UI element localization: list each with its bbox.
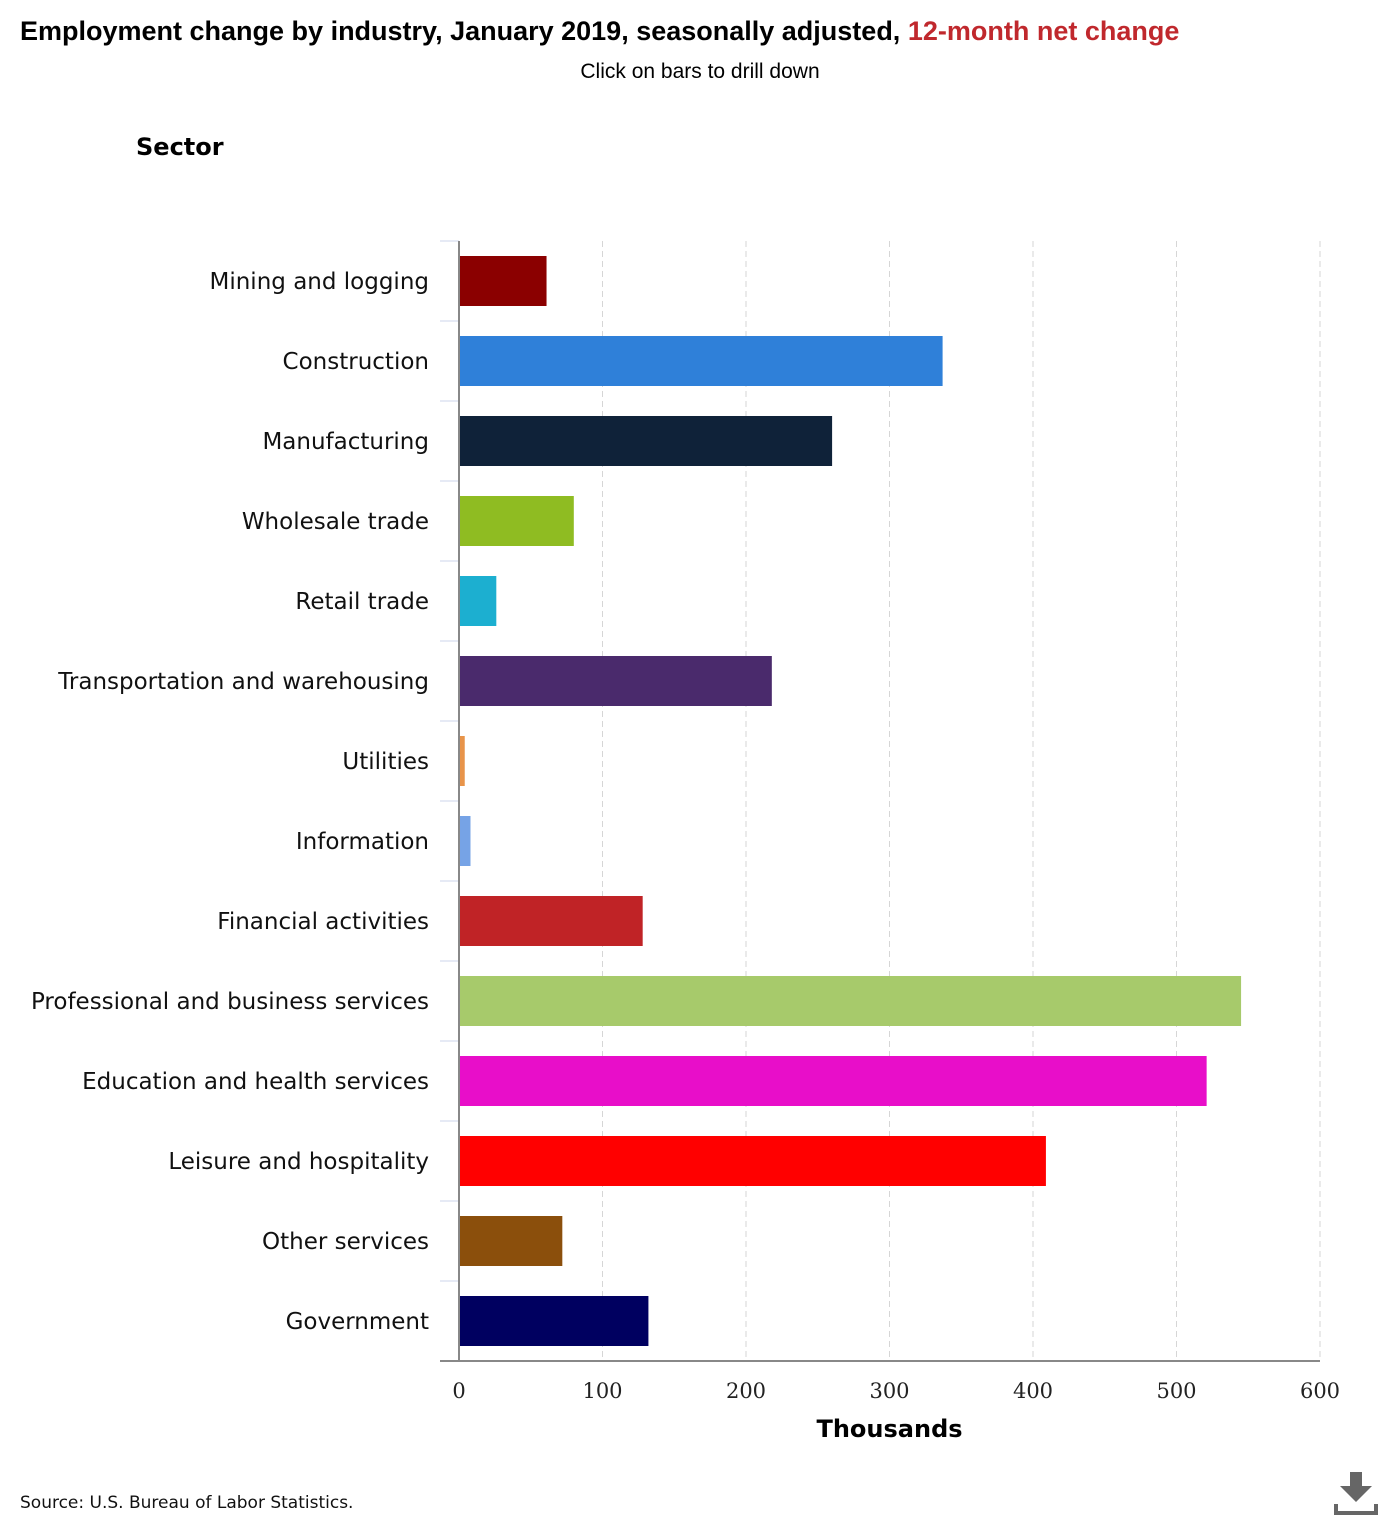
chart-title-main: Employment change by industry, January 2… [20,16,901,46]
category-label: Government [286,1309,429,1335]
category-label: Information [296,829,429,855]
x-tick-label: 600 [1300,1379,1340,1403]
download-icon [1334,1472,1378,1515]
x-axis-title: Thousands [816,1415,962,1443]
bar-chart: Mining and logging Construction Manufactur… [31,133,1340,1443]
bar[interactable] [459,656,772,706]
bar[interactable] [459,1216,563,1266]
chart-title: Employment change by industry, January 2… [20,16,1179,47]
download-button[interactable] [1334,1470,1378,1516]
category-label: Leisure and hospitality [168,1149,429,1175]
category-label: Utilities [342,749,429,775]
bar[interactable] [459,576,497,626]
category-label: Other services [262,1229,429,1255]
bar[interactable] [459,736,465,786]
x-tick-label: 300 [869,1379,909,1403]
x-tick-label: 200 [726,1379,766,1403]
x-tick-label: 400 [1013,1379,1053,1403]
category-label: Wholesale trade [242,509,429,535]
bar[interactable] [459,256,547,306]
category-label: Education and health services [82,1069,429,1095]
source-note: Source: U.S. Bureau of Labor Statistics. [20,1493,354,1513]
bar[interactable] [459,336,943,386]
bar[interactable] [459,896,643,946]
bar[interactable] [459,1296,649,1346]
category-label: Manufacturing [262,429,429,455]
category-label: Mining and logging [210,269,430,295]
y-axis-title: Sector [136,133,224,161]
bar[interactable] [459,1136,1046,1186]
x-tick-label: 500 [1156,1379,1196,1403]
category-label: Transportation and warehousing [57,669,429,695]
category-label: Financial activities [217,909,429,935]
category-label: Professional and business services [31,989,429,1015]
x-tick-label: 100 [582,1379,622,1403]
x-tick-label: 0 [452,1379,465,1403]
category-label: Construction [283,349,429,375]
bar[interactable] [459,416,833,466]
bar[interactable] [459,976,1242,1026]
category-label: Retail trade [295,589,429,615]
chart-title-highlight: 12-month net change [907,16,1180,46]
chart-subtitle: Click on bars to drill down [580,60,820,83]
bar[interactable] [459,816,471,866]
bar[interactable] [459,496,574,546]
bar[interactable] [459,1056,1207,1106]
